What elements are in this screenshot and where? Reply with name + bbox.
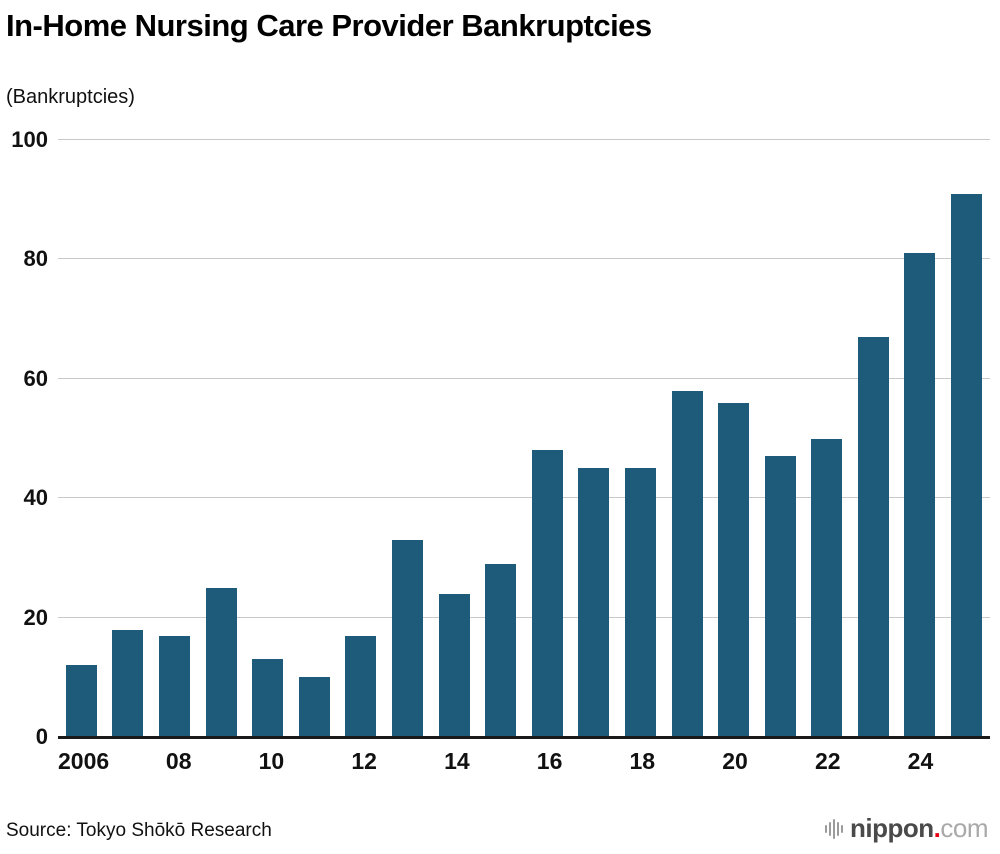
logo-dot: . (933, 813, 941, 843)
x-tick-empty-2025 (944, 748, 990, 775)
bar-slot-2011 (291, 140, 338, 737)
x-axis-line (58, 736, 990, 739)
bar-slot-2013 (384, 140, 431, 737)
bar-slot-2018 (617, 140, 664, 737)
bar-2016 (531, 450, 563, 737)
y-tick-label-100: 100 (11, 127, 48, 152)
x-tick-label-2024: 24 (907, 748, 934, 774)
bar-2017 (578, 468, 610, 737)
soundwave-icon (825, 818, 843, 840)
x-tick-label-2014: 14 (444, 748, 470, 774)
y-tick-label-40: 40 (23, 485, 48, 511)
bar-slot-2017 (571, 140, 618, 737)
source-text: Source: Tokyo Shōkō Research (6, 820, 272, 841)
bar-slot-2024 (897, 140, 944, 737)
x-tick-label-2022: 22 (814, 748, 841, 774)
logo-wordmark: nippon.com (850, 813, 988, 844)
bar-slot-2025 (943, 140, 990, 737)
x-tick-label-2020: 20 (722, 748, 748, 774)
x-tick-label-2010: 10 (258, 748, 285, 774)
bar-2020 (718, 402, 750, 737)
logo-main: nippon (850, 813, 934, 843)
bar-2022 (811, 438, 843, 737)
bar-2014 (438, 593, 470, 737)
bar-slot-2007 (105, 140, 152, 737)
bar-2018 (624, 468, 656, 737)
bar-2010 (252, 659, 284, 737)
x-tick-empty-2017 (573, 748, 619, 775)
x-tick-empty-2015 (480, 748, 526, 775)
bar-slot-2014 (431, 140, 478, 737)
bar-slot-2009 (198, 140, 245, 737)
bar-slot-2020 (710, 140, 757, 737)
chart-title: In-Home Nursing Care Provider Bankruptci… (6, 8, 652, 43)
x-tick-label-2016: 16 (536, 748, 563, 774)
x-tick-empty-2007 (109, 748, 155, 775)
bar-2011 (298, 677, 330, 737)
y-tick-label-60: 60 (23, 365, 48, 391)
x-tick-empty-2019 (665, 748, 711, 775)
bar-slot-2019 (664, 140, 711, 737)
x-tick-empty-2009 (202, 748, 248, 775)
bar-2025 (951, 193, 983, 737)
bar-slot-2012 (338, 140, 385, 737)
x-tick-label-2018: 18 (629, 748, 656, 774)
bar-2019 (671, 390, 703, 737)
bar-series (58, 140, 990, 737)
plot-area: 0 20 40 60 80 100 (11, 127, 990, 749)
nippon-logo: nippon.com (825, 813, 988, 844)
gridline-80 (58, 258, 990, 260)
x-axis-tick-labels: 2006 08 10 12 14 16 18 20 22 24 (58, 748, 990, 775)
bar-slot-2006 (58, 140, 105, 737)
y-tick-label-0: 0 (35, 724, 48, 749)
gridline-60 (58, 377, 990, 379)
x-tick-empty-2011 (295, 748, 341, 775)
bar-2023 (857, 337, 889, 737)
bar-slot-2015 (477, 140, 524, 737)
bar-slot-2023 (850, 140, 897, 737)
bar-slot-2010 (244, 140, 291, 737)
bar-slot-2008 (151, 140, 198, 737)
gridline-40 (58, 497, 990, 499)
x-tick-empty-2021 (758, 748, 804, 775)
gridline-100 (58, 139, 990, 140)
bar-2006 (65, 665, 97, 737)
y-tick-label-80: 80 (23, 246, 48, 272)
bar-slot-2022 (804, 140, 851, 737)
bar-slot-2016 (524, 140, 571, 737)
bar-2021 (764, 456, 796, 737)
gridline-20 (58, 616, 990, 618)
bar-2013 (391, 540, 423, 737)
x-tick-label-2006: 2006 (58, 748, 110, 774)
bar-2009 (205, 587, 237, 737)
x-tick-label-2008: 08 (165, 748, 192, 774)
bar-2012 (345, 635, 377, 737)
x-tick-empty-2023 (851, 748, 897, 775)
x-tick-label-2012: 12 (351, 748, 377, 774)
bar-2007 (112, 629, 144, 737)
y-axis-unit-label: (Bankruptcies) (6, 86, 135, 108)
y-tick-label-20: 20 (23, 604, 48, 630)
bar-2024 (904, 253, 936, 737)
logo-suffix: com (940, 813, 988, 843)
bar-2008 (158, 635, 190, 737)
bar-2015 (485, 563, 517, 737)
bar-slot-2021 (757, 140, 804, 737)
x-tick-empty-2013 (387, 748, 433, 775)
